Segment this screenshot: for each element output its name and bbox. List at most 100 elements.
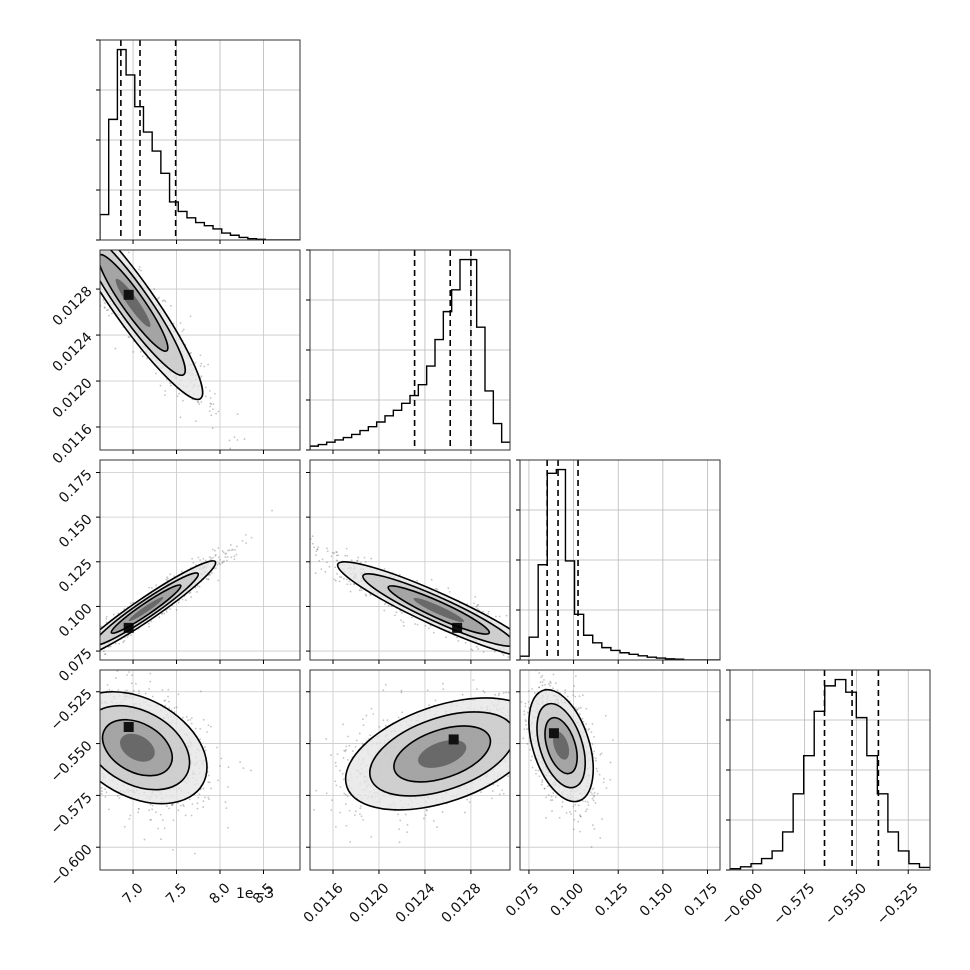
sample-point bbox=[158, 616, 161, 619]
sample-point bbox=[79, 735, 81, 737]
sample-point bbox=[65, 218, 67, 220]
sample-point bbox=[51, 210, 53, 212]
sample-point bbox=[138, 266, 141, 268]
sample-point bbox=[46, 205, 48, 207]
sample-point bbox=[169, 608, 171, 611]
sample-point bbox=[153, 288, 156, 290]
hist-inner-2 bbox=[310, 250, 510, 450]
sample-point bbox=[45, 188, 47, 190]
sample-point bbox=[91, 262, 93, 264]
sample-point bbox=[138, 692, 141, 695]
sample-point bbox=[324, 570, 327, 573]
sample-point bbox=[535, 661, 537, 663]
sample-point bbox=[92, 639, 94, 641]
sample-point bbox=[86, 713, 88, 715]
sample-point bbox=[60, 213, 62, 215]
sample-point bbox=[168, 807, 171, 810]
sample-point bbox=[85, 253, 87, 255]
sample-point bbox=[90, 686, 92, 688]
sample-point bbox=[98, 764, 100, 766]
sample-point bbox=[105, 791, 108, 794]
sample-point bbox=[563, 662, 565, 664]
sample-point bbox=[96, 644, 98, 646]
sample-point bbox=[98, 255, 100, 257]
sample-point bbox=[91, 254, 93, 256]
sample-point bbox=[79, 772, 81, 774]
sample-point bbox=[65, 216, 67, 218]
sample-point bbox=[167, 688, 170, 691]
sample-point bbox=[96, 641, 98, 643]
sample-point bbox=[207, 781, 210, 784]
hist-panel-1 bbox=[96, 39, 301, 244]
contour-line bbox=[101, 718, 173, 777]
sample-point bbox=[59, 215, 61, 217]
sample-point bbox=[93, 740, 95, 742]
sample-point bbox=[75, 643, 77, 645]
sample-point bbox=[93, 229, 95, 231]
contour-line bbox=[100, 704, 191, 791]
sample-point bbox=[88, 266, 90, 268]
sample-point bbox=[97, 263, 99, 265]
sample-point bbox=[70, 648, 72, 650]
sample-point bbox=[85, 222, 87, 224]
sample-point bbox=[95, 720, 97, 722]
contour-line bbox=[100, 572, 200, 647]
sample-point bbox=[149, 680, 152, 683]
sample-point bbox=[97, 276, 99, 278]
hist-panel-4 bbox=[726, 669, 931, 874]
sample-point bbox=[92, 715, 94, 717]
sample-point bbox=[91, 730, 93, 732]
sample-point bbox=[53, 176, 55, 178]
sample-point bbox=[95, 758, 97, 760]
sample-point bbox=[526, 642, 528, 644]
sample-point bbox=[104, 306, 106, 309]
sample-point bbox=[387, 604, 390, 607]
sample-point bbox=[234, 549, 237, 551]
sample-point bbox=[151, 804, 154, 807]
sample-point bbox=[199, 690, 202, 693]
sample-point bbox=[42, 689, 44, 691]
sample-point bbox=[81, 230, 83, 232]
sample-point bbox=[102, 237, 104, 239]
sample-point bbox=[198, 585, 201, 588]
sample-point bbox=[93, 638, 95, 640]
sample-point bbox=[182, 803, 185, 806]
sample-point bbox=[96, 235, 98, 237]
sample-point bbox=[202, 718, 205, 721]
sample-point bbox=[524, 624, 526, 626]
sample-point bbox=[196, 802, 199, 805]
sample-point bbox=[532, 652, 534, 654]
sample-point bbox=[98, 237, 100, 239]
sample-point bbox=[57, 694, 59, 696]
sample-point bbox=[103, 302, 106, 304]
sample-point bbox=[383, 603, 386, 606]
sample-point bbox=[92, 777, 94, 779]
sample-point bbox=[82, 235, 84, 237]
sample-point bbox=[88, 232, 90, 234]
sample-point bbox=[92, 269, 94, 271]
sample-point bbox=[69, 227, 71, 229]
sample-point bbox=[196, 400, 199, 403]
sample-point bbox=[171, 803, 173, 806]
sample-point bbox=[197, 556, 200, 559]
sample-point bbox=[208, 410, 211, 412]
sample-point bbox=[182, 399, 184, 402]
sample-point bbox=[77, 219, 79, 221]
sample-point bbox=[416, 623, 419, 626]
sample-point bbox=[61, 253, 63, 255]
sample-point bbox=[199, 738, 202, 741]
contour-line bbox=[100, 253, 169, 352]
sample-point bbox=[92, 240, 94, 242]
sample-point bbox=[90, 222, 92, 224]
sample-point bbox=[204, 796, 206, 799]
sample-point bbox=[518, 642, 520, 644]
sample-point bbox=[203, 365, 205, 368]
sample-point bbox=[116, 795, 119, 797]
sample-point bbox=[207, 363, 210, 366]
sample-point bbox=[66, 217, 68, 219]
sample-point bbox=[144, 692, 147, 695]
sample-point bbox=[96, 679, 98, 681]
sample-point bbox=[89, 251, 91, 253]
sample-point bbox=[105, 617, 108, 620]
sample-point bbox=[89, 636, 91, 638]
